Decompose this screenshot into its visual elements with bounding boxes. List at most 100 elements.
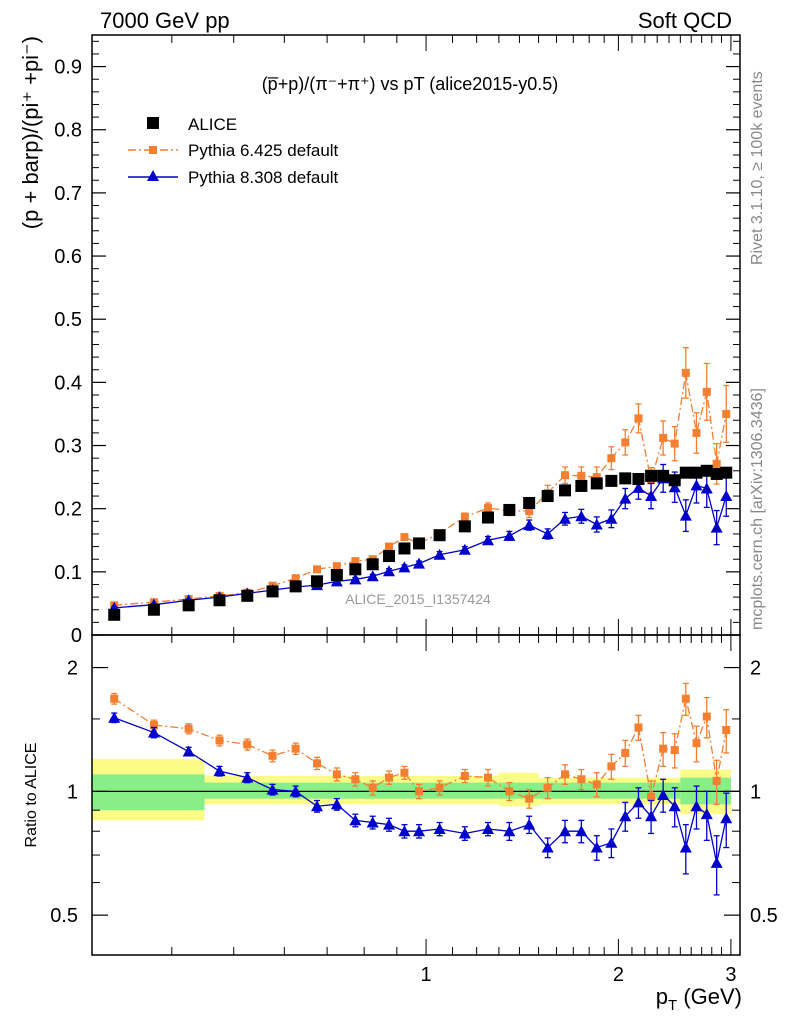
- ratio-pythia6-point: [702, 712, 711, 721]
- ratio-pythia6-point: [351, 775, 360, 784]
- ratio-x-ticks: 1 2 3: [91, 635, 736, 986]
- ratio-pythia6-point: [313, 759, 322, 768]
- ratio-pythia8-point: [710, 856, 723, 868]
- ratio-pythia6-point: [400, 768, 409, 777]
- ratio-pythia8-point: [108, 711, 121, 723]
- ratio-pythia8-point: [383, 818, 396, 830]
- ratio-pythia6-point: [712, 776, 721, 785]
- pythia8-point: [590, 518, 603, 530]
- main-y-axis-label: (p + barp)/(pi⁺ +pi⁻): [18, 36, 43, 229]
- pythia6-point: [561, 471, 570, 480]
- ratio-y-tick-label: 1: [67, 781, 78, 803]
- legend-label-pythia8: Pythia 8.308 default: [188, 168, 339, 187]
- pythia6-point: [702, 387, 711, 396]
- ratio-pythia8-point: [575, 825, 588, 837]
- ratio-pythia6-point: [110, 694, 119, 703]
- alice-point: [289, 580, 302, 593]
- pythia6-point: [400, 533, 409, 542]
- ratio-y-tick-label: 2: [67, 658, 78, 680]
- pythia6-point: [712, 459, 721, 468]
- ratio-pythia6-point: [149, 720, 158, 729]
- main-y-ticks: 0 0.1 0.2 0.3 0.4 0.5 0.6 0.7 0.8 0.9: [54, 40, 740, 647]
- ratio-pythia6-point: [368, 783, 377, 792]
- alice-point: [720, 466, 733, 479]
- pythia6-point: [621, 438, 630, 447]
- alice-point: [398, 542, 411, 555]
- mcplots-label: mcplots.cern.ch [arXiv:1306.3436]: [749, 388, 766, 630]
- ratio-pythia8-point: [720, 812, 733, 824]
- ratio-pythia6-point: [332, 770, 341, 779]
- ratio-y-tick-label-right: 2: [750, 658, 761, 680]
- ratio-pythia8-point: [619, 810, 632, 822]
- pythia8-point: [690, 479, 703, 491]
- ratio-pythia8-point: [503, 825, 516, 837]
- main-y-tick-label: 0.4: [54, 372, 82, 394]
- pythia8-point: [398, 561, 411, 573]
- ratio-pythia8-point: [241, 771, 254, 783]
- ratio-pythia6-point: [483, 773, 492, 782]
- legend-marker-pythia6: [149, 146, 157, 154]
- watermark: ALICE_2015_I1357424: [345, 591, 491, 607]
- main-y-tick-label: 0: [71, 625, 82, 647]
- alice-point: [213, 594, 226, 607]
- pythia6-point: [483, 504, 492, 513]
- alice-point: [366, 558, 379, 571]
- alice-point: [590, 477, 603, 490]
- pythia6-point: [681, 368, 690, 377]
- ratio-pythia8-point: [657, 788, 670, 800]
- alice-point: [645, 469, 658, 482]
- pythia8-point: [619, 492, 632, 504]
- pythia8-point: [605, 512, 618, 524]
- ratio-pythia6-point: [647, 792, 656, 801]
- ratio-pythia6-point: [243, 740, 252, 749]
- alice-point: [147, 603, 160, 616]
- pythia6-point: [692, 428, 701, 437]
- alice-point: [182, 599, 195, 612]
- pythia8-point: [645, 490, 658, 502]
- ratio-pythia6-point: [435, 783, 444, 792]
- ratio-bands: [92, 758, 731, 821]
- pythia6-point: [670, 439, 679, 448]
- ratio-pythia6-point: [681, 694, 690, 703]
- pythia8-point: [349, 573, 362, 585]
- ratio-pythia6-point: [268, 751, 277, 760]
- ratio-pythia6-point: [659, 744, 668, 753]
- ratio-pythia8-point: [330, 798, 343, 810]
- pythia6-point: [722, 409, 731, 418]
- pythia8-point: [523, 519, 536, 531]
- ratio-pythia6-point: [415, 787, 424, 796]
- ratio-pythia6-point: [621, 748, 630, 757]
- pythia8-point: [668, 481, 681, 493]
- pythia8-point: [458, 543, 471, 555]
- ratio-pythia6-point: [592, 780, 601, 789]
- x-tick-label: 2: [613, 964, 624, 986]
- ratio-pythia8-point: [559, 825, 572, 837]
- ratio-pythia6-point: [634, 723, 643, 732]
- alice-point: [605, 474, 618, 487]
- pythia6-point: [385, 542, 394, 551]
- ratio-pythia6-point: [184, 724, 193, 733]
- ratio-pythia6-point: [460, 771, 469, 780]
- ratio-pythia6-point: [215, 736, 224, 745]
- pythia6-point: [577, 471, 586, 480]
- alice-point: [679, 466, 692, 479]
- ratio-pythia8-point: [690, 800, 703, 812]
- ratio-pythia6-point: [505, 787, 514, 796]
- alice-point: [458, 520, 471, 533]
- main-y-tick-label: 0.7: [54, 183, 82, 205]
- pythia6-point: [592, 473, 601, 482]
- legend-marker-alice: [147, 117, 159, 129]
- legend-label-alice: ALICE: [188, 115, 237, 134]
- pythia6-point: [460, 512, 469, 521]
- ratio-pythia6-point: [543, 783, 552, 792]
- ratio-y-ticks: 0.5 0.5 1 1 2 2: [50, 658, 778, 956]
- pythia6-point: [659, 433, 668, 442]
- ratio-pythia8-point: [349, 814, 362, 826]
- x-axis-label-p: p: [656, 984, 668, 1009]
- header-right: Soft QCD: [638, 8, 732, 33]
- pythia6-point: [634, 414, 643, 423]
- legend-marker-pythia8: [147, 170, 159, 181]
- ratio-band-green: [92, 774, 205, 811]
- alice-point: [710, 467, 723, 480]
- alice-point: [619, 472, 632, 485]
